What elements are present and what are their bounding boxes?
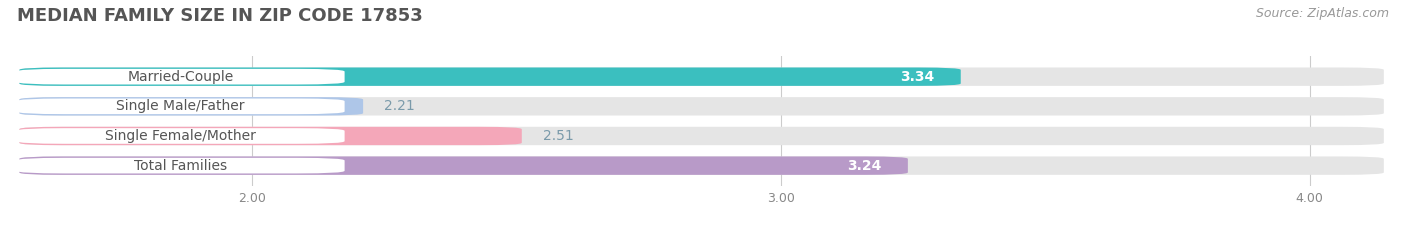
Text: Single Female/Mother: Single Female/Mother [105,129,256,143]
FancyBboxPatch shape [20,156,1384,175]
FancyBboxPatch shape [20,156,908,175]
FancyBboxPatch shape [20,97,1384,116]
Text: MEDIAN FAMILY SIZE IN ZIP CODE 17853: MEDIAN FAMILY SIZE IN ZIP CODE 17853 [17,7,423,25]
Text: 2.51: 2.51 [543,129,574,143]
FancyBboxPatch shape [20,127,1384,145]
Text: Source: ZipAtlas.com: Source: ZipAtlas.com [1256,7,1389,20]
Text: 2.21: 2.21 [384,99,415,113]
Text: Married-Couple: Married-Couple [128,70,233,84]
FancyBboxPatch shape [20,68,960,86]
Text: 3.24: 3.24 [846,159,882,173]
Text: Single Male/Father: Single Male/Father [117,99,245,113]
Text: Total Families: Total Families [134,159,228,173]
FancyBboxPatch shape [17,99,344,114]
FancyBboxPatch shape [17,128,344,144]
FancyBboxPatch shape [20,127,522,145]
Text: 3.34: 3.34 [900,70,935,84]
FancyBboxPatch shape [20,68,1384,86]
FancyBboxPatch shape [20,97,363,116]
FancyBboxPatch shape [17,158,344,173]
FancyBboxPatch shape [17,69,344,85]
